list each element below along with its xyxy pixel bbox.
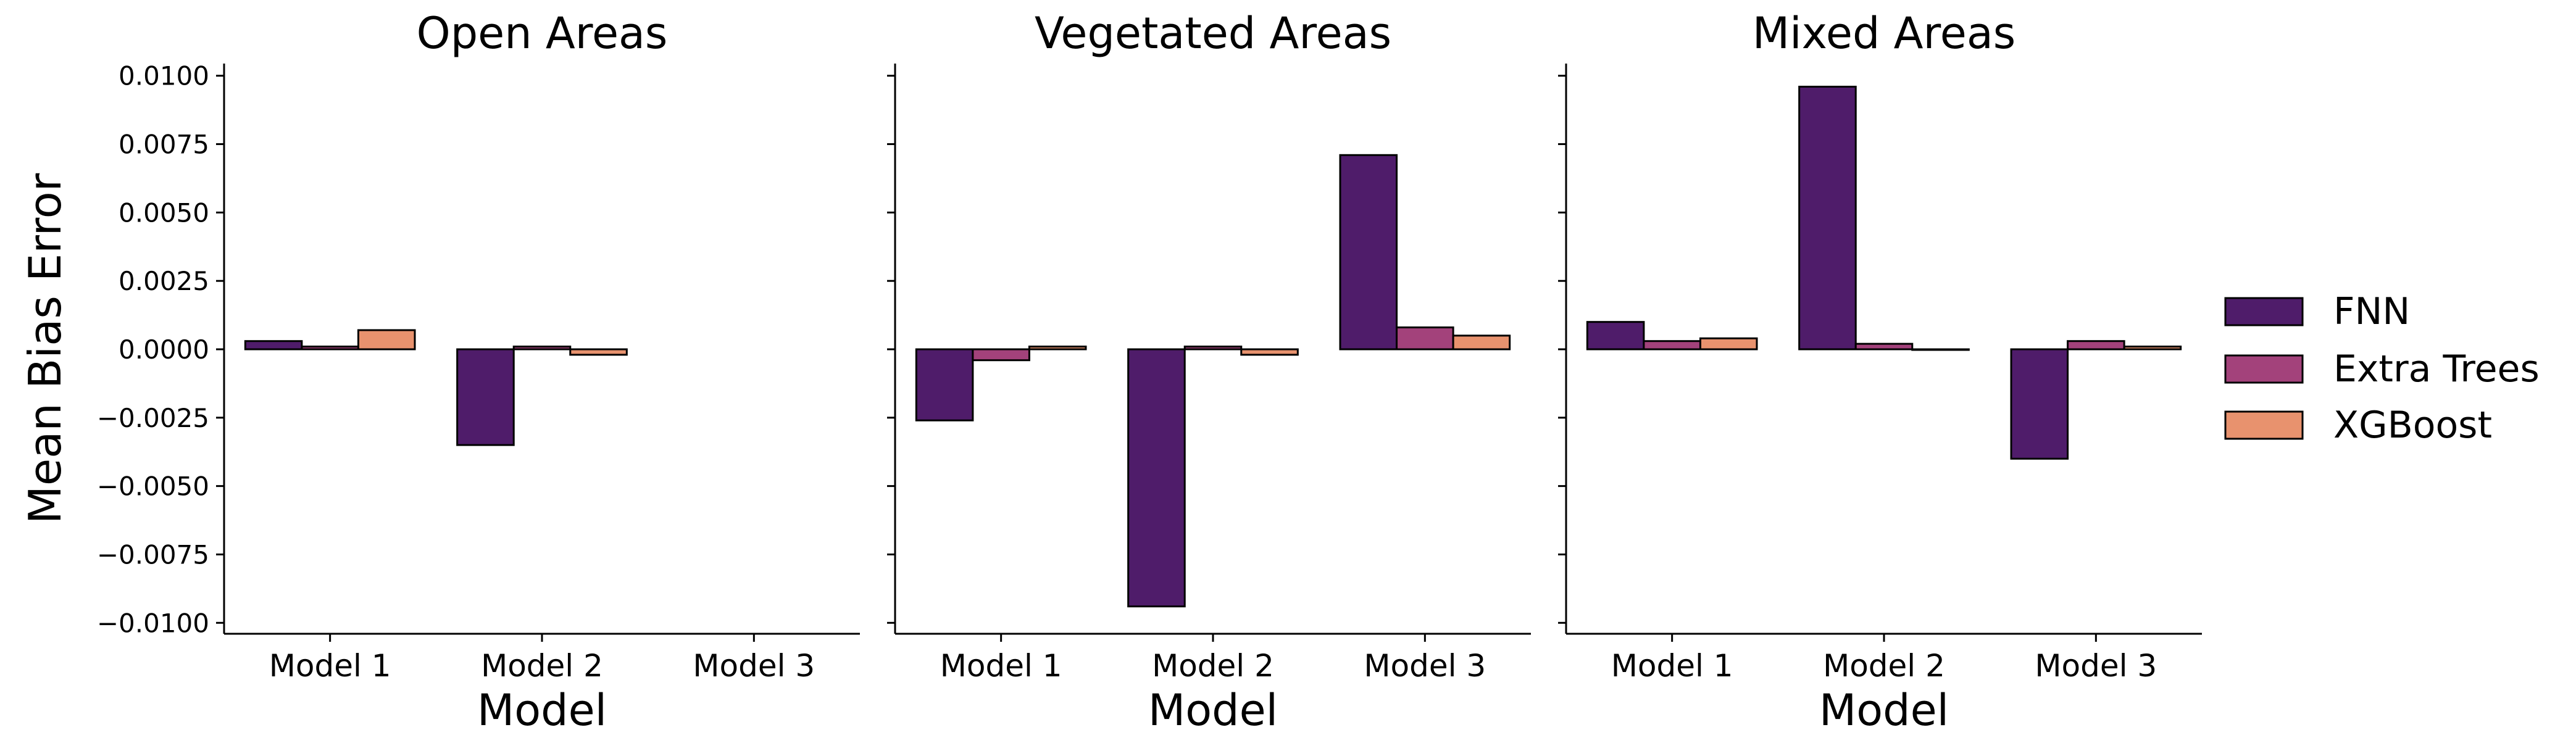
panel-title: Vegetated Areas xyxy=(1035,8,1391,59)
bar xyxy=(1643,340,1701,351)
bar xyxy=(1396,326,1454,351)
x-axis-label: Model xyxy=(477,685,607,736)
x-tick-label: Model 1 xyxy=(269,648,391,684)
x-tick-label: Model 2 xyxy=(1152,648,1274,684)
x-tick-label: Model 3 xyxy=(2035,648,2157,684)
x-tick-label: Model 3 xyxy=(1364,648,1486,684)
legend-label: Extra Trees xyxy=(2333,347,2540,391)
bar xyxy=(1586,321,1645,351)
bar xyxy=(1183,346,1243,351)
bar xyxy=(301,346,359,351)
bar xyxy=(1127,348,1186,608)
bar xyxy=(1452,334,1511,351)
bar xyxy=(357,329,416,351)
x-tick-label: Model 1 xyxy=(940,648,1062,684)
bar xyxy=(2010,348,2069,460)
y-tick-label: 0.0075 xyxy=(119,130,209,160)
bar xyxy=(569,348,628,356)
bar xyxy=(1798,85,1857,351)
bar xyxy=(2067,340,2125,351)
bar xyxy=(456,348,515,446)
bar xyxy=(915,348,974,421)
bar xyxy=(1028,346,1087,351)
x-axis-label: Model xyxy=(1819,685,1949,736)
legend-swatch xyxy=(2224,297,2304,326)
bar xyxy=(1339,154,1398,351)
bar xyxy=(512,346,572,351)
legend-label: XGBoost xyxy=(2333,404,2492,447)
x-tick-label: Model 2 xyxy=(1823,648,1945,684)
y-tick-label: −0.0050 xyxy=(97,471,209,502)
y-tick-label: 0.0025 xyxy=(119,266,209,296)
y-tick-label: 0.0100 xyxy=(119,61,209,91)
bar xyxy=(1911,348,1970,351)
bar xyxy=(244,340,303,351)
x-axis-label: Model xyxy=(1148,685,1278,736)
panel-title: Mixed Areas xyxy=(1753,8,2015,59)
legend-swatch xyxy=(2224,354,2304,384)
bar xyxy=(2123,346,2182,351)
legend-label: FNN xyxy=(2333,290,2410,333)
bar xyxy=(1699,337,1758,351)
x-tick-label: Model 2 xyxy=(481,648,603,684)
y-axis-label: Mean Bias Error xyxy=(19,173,71,524)
panel-title: Open Areas xyxy=(417,8,668,59)
y-tick-label: −0.0025 xyxy=(97,403,209,433)
y-tick-label: −0.0100 xyxy=(97,608,209,638)
legend-swatch xyxy=(2224,410,2304,440)
bar xyxy=(972,348,1030,362)
x-tick-label: Model 3 xyxy=(693,648,815,684)
y-tick-label: 0.0050 xyxy=(119,197,209,228)
bar xyxy=(1240,348,1299,356)
y-tick-label: 0.0000 xyxy=(119,334,209,365)
y-tick-label: −0.0075 xyxy=(97,539,209,570)
bar xyxy=(1854,342,1914,351)
x-tick-label: Model 1 xyxy=(1611,648,1733,684)
